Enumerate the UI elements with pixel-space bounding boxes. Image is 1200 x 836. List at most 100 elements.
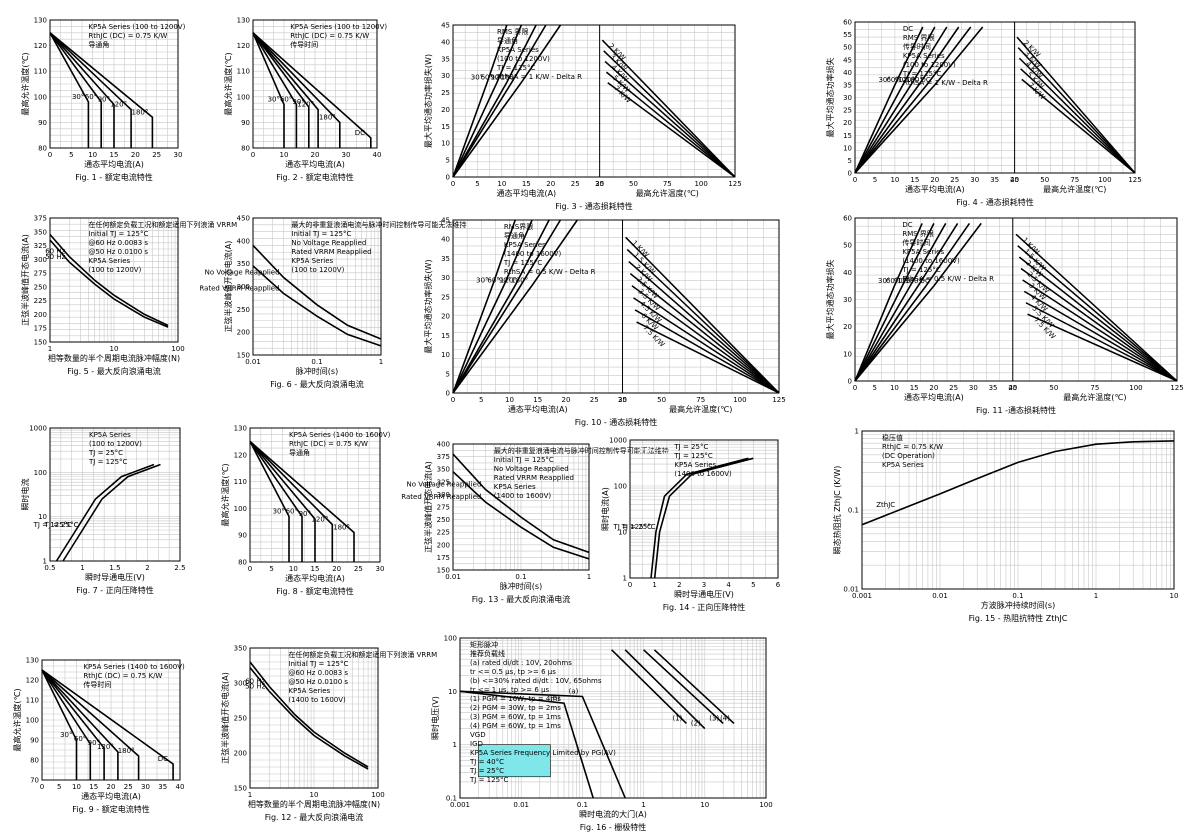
fig11-thermal-line [1027,313,1178,382]
fig1-y-tick-label: 90 [38,119,47,127]
fig15-y-tick-label: 0.1 [848,507,859,515]
fig2-x-tick-label: 0 [251,151,255,159]
fig9-note: 传导时间 [83,680,111,689]
fig11-note: TJ = 125°C [901,266,941,274]
fig10-x-tick-label: 15 [533,396,542,404]
fig16-series-label: (2) [691,720,701,728]
fig12-series-line [249,661,369,768]
fig11-series-line [854,222,971,382]
fig15-chart: 0.001 0.01 0.1 1 100.010.11方波脉冲持续时间(s)瞬态热阻抗 … [832,428,1178,624]
fig4-series-label: DC [921,76,931,84]
fig9-x-tick-label: 15 [89,783,98,791]
fig4-thermal-line [1020,68,1136,174]
fig7-note: TJ = 125°C [88,458,128,466]
fig16-note: 推荐负载线 [470,649,505,658]
fig16-note: TJ = 25°C [469,767,504,775]
fig5-x-tick-label: 1 [48,345,52,353]
fig5-x-axis-label: 相等数量的半个周期电流脉冲幅度(N) [48,353,180,363]
fig11-note: 传导时间 [902,238,930,247]
fig2-series-label: 120° [297,101,314,109]
fig3-x-tick-label: 10 [497,180,506,188]
fig16-series-label: (3) [709,714,719,722]
fig4-x-tick-label: 30 [970,176,979,184]
fig1-x-tick-label: 15 [110,151,119,159]
fig12-x-tick-label: 100 [371,791,384,799]
fig14-y-tick-label: 100 [614,483,627,491]
fig13-grid [452,444,589,570]
fig9-note: RthJC (DC) = 0.75 K/W [83,672,162,680]
fig5-note: @60 Hz 0.0083 s [88,239,148,247]
fig8-y-tick-label: 90 [238,532,247,540]
fig16-note: IGD [470,740,483,748]
fig3-x2-axis-label: 最高允许温度(℃) [636,188,699,198]
fig8-series-line [249,440,303,562]
fig4-x-tick-label: 25 [950,176,959,184]
fig9-x-tick-label: 5 [57,783,61,791]
fig4-y-tick-label: 30 [843,94,852,102]
fig15-x-tick-label: 0.01 [932,592,948,600]
fig4-x-tick-label: 40 [1010,176,1019,184]
fig4-series-line [854,26,936,174]
fig16-x-tick-label: 10 [700,801,709,809]
fig16-x-tick-label: 0.001 [450,801,470,809]
fig11-y-tick-label: 30 [843,296,852,304]
fig2-x-tick-label: 10 [280,151,289,159]
fig9-series-line [41,669,174,780]
fig3-thermal-line [607,82,736,178]
fig3-x-tick-label: 30 [595,180,604,188]
fig13-plot-frame [452,443,590,571]
fig8-series-line [249,440,316,562]
fig1-series-line [49,32,115,148]
fig2-y-tick-label: 130 [237,17,250,25]
fig6-x-tick-label: 0.01 [245,358,261,366]
fig5-plot-frame [49,217,179,343]
fig14-x-tick-label: 1 [652,581,656,589]
fig3-x2-tick-label: 50 [629,180,638,188]
fig2-series-label: 180° [319,113,336,121]
fig10-series-label: 180° [511,276,528,284]
fig10-thermal-line [629,273,780,394]
fig6-series-label: No Voltage Reapplied [205,268,280,276]
fig5-caption: Fig. 5 - 最大反向浪涌电流 [67,366,160,376]
fig15-x-axis-label: 方波脉冲持续时间(s) [981,600,1055,610]
fig13-y-tick-label: 375 [437,453,450,461]
fig3-y-axis-label: 最大平均通态功率损失(W) [423,54,433,148]
fig3-y-tick-label: 30 [441,72,450,80]
fig1-chart: 0 5 10 15 20 25 30 80 90 100 110 120 130 通态平均电流(A) 最高允… [20,17,186,183]
fig1-note: 导通角 [88,40,109,49]
fig2-x-tick-label: 30 [342,151,351,159]
fig2-y-tick-label: 90 [241,119,250,127]
fig10-thermal-line [633,297,780,394]
fig6-note: KP5A Series [291,257,333,265]
fig12-note: @50 Hz 0.0100 s [288,678,348,686]
fig4-x-tick-label: 5 [873,176,877,184]
fig13-chart: 0.01 0.1 1 150 175 200 225 250 275 300 325 350 375 40… [401,441,669,605]
fig16-series-line [624,649,706,730]
fig9-x-tick-label: 35 [158,783,167,791]
fig16-gate-trigger-area [478,744,551,778]
fig4-x2-tick-label: 75 [1070,176,1079,184]
fig4-y-tick-label: 15 [843,132,852,140]
fig8-x-tick-label: 25 [354,565,363,573]
fig5-y-tick-label: 175 [34,325,47,333]
fig14-series-label: TJ = 125°C [612,523,652,531]
fig15-note: KP5A Series [882,461,924,469]
fig4-y-tick-label: 10 [843,144,852,152]
fig11-series-line [854,223,947,382]
fig3-thermal-line [604,60,736,178]
fig16-series-line [653,649,735,724]
fig3-thermal-line [605,71,736,178]
fig13-note: KP5A Series [494,483,536,491]
fig11-thermal-line [1017,245,1178,382]
fig10-series-label: 30° [476,276,488,284]
fig10-caption: Fig. 10 - 通态损耗特性 [575,417,658,427]
fig5-x-tick-label: 100 [171,345,184,353]
fig12-x-axis-label: 相等数量的半个周期电流脉冲幅度(N) [248,799,380,809]
fig4-series-line [854,26,984,174]
fig1-x-tick-label: 5 [69,151,73,159]
fig4-thermal-line [1017,47,1136,174]
fig3-thermal-line [601,39,736,178]
fig11-thermal-line [1015,233,1178,382]
fig9-caption: Fig. 9 - 额定电流特性 [72,804,149,814]
